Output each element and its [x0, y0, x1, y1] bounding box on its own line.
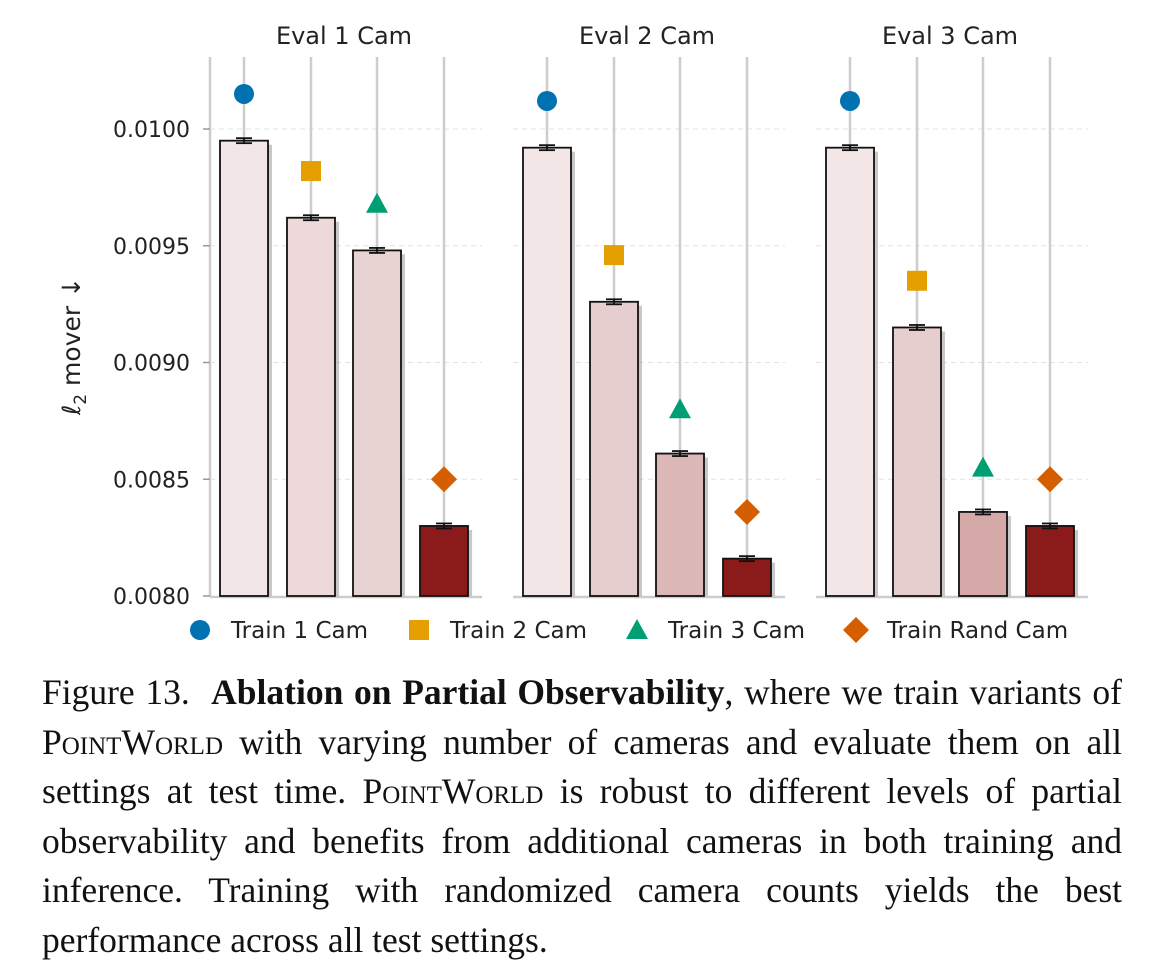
panel-title: Eval 1 Cam — [276, 22, 412, 50]
marker-diamond — [1037, 466, 1063, 493]
bar — [589, 300, 639, 597]
legend-label: Train Rand Cam — [886, 618, 1068, 644]
bar — [892, 326, 942, 597]
y-axis-label-var: ℓ — [57, 405, 86, 416]
bar — [722, 557, 772, 597]
bar — [825, 146, 875, 597]
bar — [655, 452, 705, 597]
y-axis-label-sub: 2 — [71, 394, 91, 405]
caption-text-2: with varying number of cameras and evalu… — [42, 721, 1122, 812]
y-tick-label: 0.0085 — [113, 468, 190, 493]
bar — [352, 249, 402, 597]
bar — [522, 146, 572, 597]
figure-caption: Figure 13. Ablation on Partial Observabi… — [42, 668, 1122, 966]
marker-circle — [537, 90, 557, 111]
panel-title: Eval 3 Cam — [882, 22, 1018, 50]
legend-circle-icon — [190, 620, 210, 640]
y-tick-label: 0.0090 — [113, 352, 190, 377]
caption-title: Ablation on Partial Observability — [211, 672, 725, 712]
caption-text-1: , where we train variants of — [724, 672, 1123, 712]
panel-3: Eval 3 Cam — [816, 22, 1088, 599]
caption-name-2: PointWorld — [362, 771, 544, 812]
y-axis-label: ℓ2 mover ↓ — [57, 277, 91, 416]
bar — [286, 216, 336, 597]
y-tick-label: 0.0100 — [113, 118, 190, 143]
y-axis-label-rest: mover ↓ — [57, 277, 86, 394]
bar — [1025, 525, 1075, 597]
legend-label: Train 1 Cam — [230, 618, 368, 644]
caption-text-3: is robust to different levels of partial… — [42, 771, 1123, 960]
marker-diamond — [734, 498, 760, 525]
marker-circle — [234, 83, 254, 104]
legend: Train 1 Cam Train 2 Cam Train 3 Cam Train R… — [190, 617, 1068, 644]
caption-name-1: PointWorld — [42, 721, 224, 762]
marker-triangle — [669, 398, 691, 419]
legend-square-icon — [409, 620, 429, 640]
marker-square — [604, 245, 624, 266]
panel-2: Eval 2 Cam — [513, 22, 785, 599]
legend-diamond-icon — [843, 617, 869, 643]
bar — [219, 139, 269, 597]
marker-triangle — [366, 192, 388, 213]
bar — [958, 511, 1008, 597]
chart: 0.0080 0.0085 0.0090 0.0095 0.0100 ℓ2 mover … — [57, 22, 1088, 644]
legend-label: Train 2 Cam — [449, 618, 587, 644]
marker-square — [301, 161, 321, 182]
y-tick-label: 0.0080 — [113, 585, 190, 610]
caption-label: Figure 13. — [42, 672, 190, 712]
marker-triangle — [972, 456, 994, 477]
chart-panels: Eval 1 Cam Eval 2 Cam Eval 3 Cam — [210, 22, 1088, 599]
bar — [419, 525, 469, 597]
panel-1: Eval 1 Cam — [210, 22, 482, 599]
legend-label: Train 3 Cam — [667, 618, 805, 644]
panel-title: Eval 2 Cam — [579, 22, 715, 50]
marker-diamond — [431, 466, 457, 493]
marker-square — [907, 270, 927, 291]
legend-triangle-icon — [626, 619, 648, 639]
y-tick-label: 0.0095 — [113, 235, 190, 260]
marker-circle — [840, 90, 860, 111]
y-axis: 0.0080 0.0085 0.0090 0.0095 0.0100 — [113, 57, 212, 610]
